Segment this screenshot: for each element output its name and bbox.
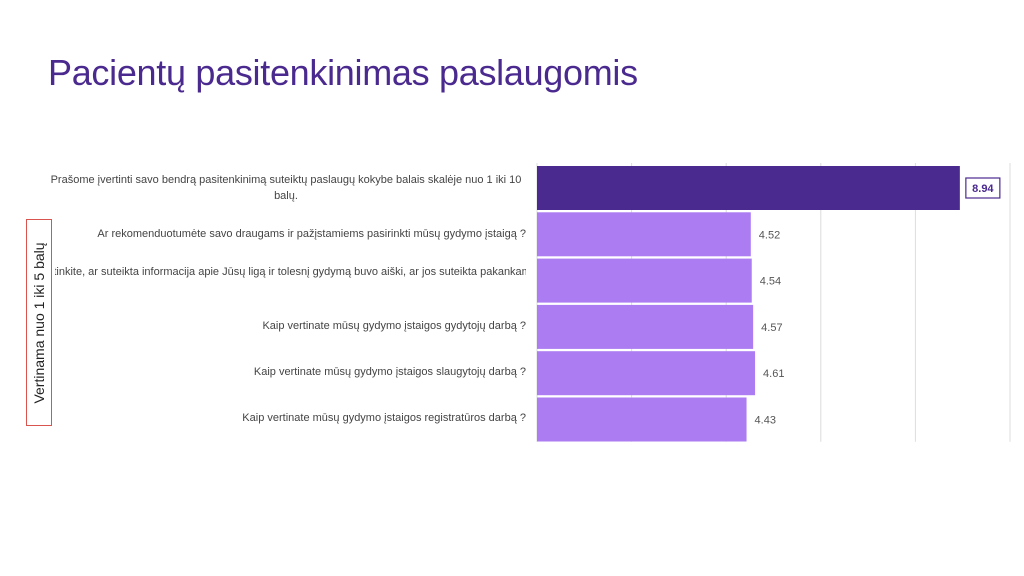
category-label-nurses: Kaip vertinate mūsų gydymo įstaigos slau… bbox=[253, 366, 526, 378]
bar-3 bbox=[537, 304, 754, 349]
value-label-1: 4.52 bbox=[759, 229, 780, 241]
bar-2 bbox=[537, 258, 752, 303]
bar-0 bbox=[537, 166, 960, 210]
category-label-information: Įvertinkite, ar suteikta informacija api… bbox=[55, 266, 526, 278]
bar-5 bbox=[537, 397, 747, 442]
value-label-2: 4.54 bbox=[760, 276, 781, 288]
bar-4 bbox=[537, 351, 756, 396]
category-label-doctors: Kaip vertinate mūsų gydymo įstaigos gydy… bbox=[262, 320, 526, 332]
bar-1 bbox=[537, 212, 751, 257]
page-title: Pacientų pasitenkinimas paslaugomis bbox=[48, 52, 638, 93]
value-label-5: 4.43 bbox=[755, 415, 776, 427]
category-label-recommend: Ar rekomenduotumėte savo draugams ir paž… bbox=[97, 228, 526, 240]
value-label-4: 4.61 bbox=[763, 368, 784, 380]
value-label-3: 4.57 bbox=[761, 322, 782, 334]
category-label-reception: Kaip vertinate mūsų gydymo įstaigos regi… bbox=[242, 412, 526, 424]
category-label-overall: Prašome įvertinti savo bendrą pasitenkin… bbox=[50, 174, 522, 202]
scale-note-box bbox=[26, 219, 52, 426]
value-label-box-0 bbox=[965, 177, 1001, 199]
value-label-0: 8.94 bbox=[972, 183, 994, 195]
